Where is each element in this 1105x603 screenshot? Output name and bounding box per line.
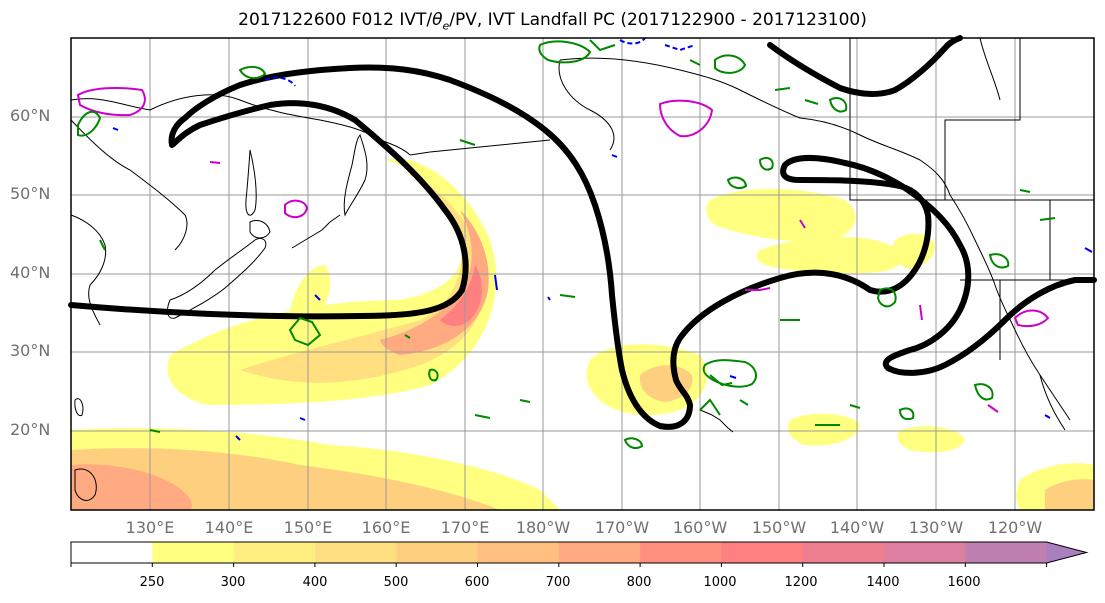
lat-label-30n: 30°N <box>10 341 51 360</box>
title-rest: /PV, IVT Landfall PC (2017122900 - 20171… <box>449 10 867 30</box>
colorbar-segment <box>314 542 397 563</box>
colorbar-segment <box>558 542 641 563</box>
colorbar-segment <box>233 542 316 563</box>
lon-label-150w: 150°W <box>751 518 807 537</box>
ivt-patch-east <box>756 236 903 274</box>
lat-label-50n: 50°N <box>10 184 51 203</box>
colorbar-extend-arrow <box>1046 542 1087 563</box>
colorbar-segment <box>884 542 966 563</box>
ivt-patch-south2 <box>897 426 965 453</box>
ivt-pc-contour-main <box>68 64 1097 430</box>
title-subscript: e <box>442 19 450 33</box>
ivt-cutoff-core <box>639 365 693 402</box>
colorbar-tick-1000: 1000 <box>703 575 737 590</box>
colorbar-segment <box>965 542 1048 563</box>
lon-label-130w: 130°W <box>908 518 964 537</box>
colorbar-tick-600: 600 <box>464 575 490 590</box>
colorbar-tick-800: 800 <box>626 575 652 590</box>
colorbar-segment <box>802 542 885 563</box>
colorbar <box>70 541 1089 567</box>
lon-label-150e: 150°E <box>283 518 333 537</box>
colorbar-tick-400: 400 <box>302 575 328 590</box>
colorbar-segment-below <box>71 542 153 563</box>
title-theta: θ <box>432 10 443 30</box>
ivt-patch-se-core <box>1045 479 1094 510</box>
ivt-tropical-band-core <box>71 464 192 510</box>
lon-label-160e: 160°E <box>361 518 411 537</box>
colorbar-outline <box>70 541 1089 564</box>
lon-label-170e: 170°E <box>440 518 490 537</box>
colorbar-segment <box>477 542 560 563</box>
lat-label-40n: 40°N <box>10 263 51 282</box>
lat-label-60n: 60°N <box>10 106 51 125</box>
lon-label-140e: 140°E <box>204 518 254 537</box>
pv-contours-magenta <box>76 86 1050 413</box>
colorbar-tick-500: 500 <box>383 575 409 590</box>
pv-contours-blue <box>112 37 1093 441</box>
lon-label-180w: 180°W <box>515 518 571 537</box>
ivt-pc-contours <box>68 35 1097 430</box>
ivt-patch-nw <box>290 265 331 317</box>
lon-label-160w: 160°W <box>672 518 728 537</box>
colorbar-segment <box>721 542 804 563</box>
title-main: 2017122600 F012 IVT/ <box>238 10 433 30</box>
graticule <box>71 38 1094 510</box>
ivt-plume-peak <box>440 265 482 326</box>
lat-label-20n: 20°N <box>10 420 51 439</box>
ivt-patch-ne <box>706 188 856 242</box>
colorbar-segment <box>640 542 722 563</box>
ivt-pc-contour-north <box>767 35 963 97</box>
map-title: 2017122600 F012 IVT/θe/PV, IVT Landfall … <box>0 10 1105 32</box>
lon-label-130e: 130°E <box>125 518 175 537</box>
ivt-patch-south <box>788 413 860 446</box>
colorbar-tick-1200: 1200 <box>784 575 818 590</box>
ivt-shading <box>71 158 1094 510</box>
lon-label-120w: 120°W <box>987 518 1043 537</box>
lon-label-170w: 170°W <box>594 518 650 537</box>
colorbar-tick-250: 250 <box>139 575 165 590</box>
colorbar-tick-1400: 1400 <box>866 575 900 590</box>
colorbar-tick-1600: 1600 <box>947 575 981 590</box>
colorbar-tick-300: 300 <box>220 575 246 590</box>
colorbar-tick-700: 700 <box>545 575 571 590</box>
colorbar-segment <box>152 542 235 563</box>
map-frame <box>70 37 1095 511</box>
pv-contours-green <box>77 39 1056 449</box>
lon-label-140w: 140°W <box>829 518 885 537</box>
colorbar-segment <box>396 542 478 563</box>
